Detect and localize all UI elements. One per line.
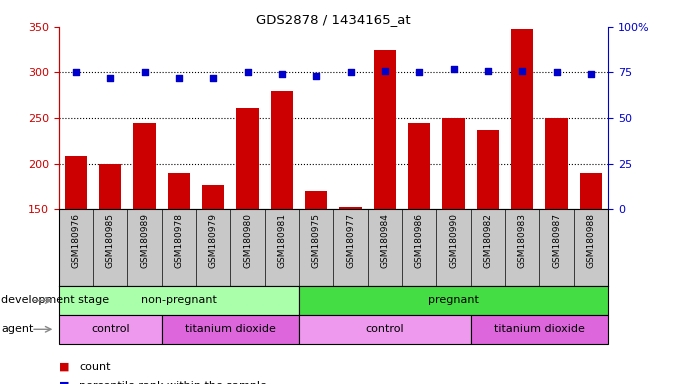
Bar [305,191,328,209]
Text: control: control [366,324,404,334]
Text: GSM180990: GSM180990 [449,213,458,268]
Bar [477,130,499,209]
Text: development stage: development stage [1,295,109,306]
Text: control: control [91,324,129,334]
Bar [162,315,299,344]
Point [208,75,219,81]
Bar [168,173,190,209]
Text: ■: ■ [59,381,69,384]
Text: GSM180981: GSM180981 [277,213,286,268]
Text: GSM180976: GSM180976 [71,213,80,268]
Point [379,68,390,74]
Bar [442,118,465,209]
Bar [271,91,293,209]
Point [414,70,425,76]
Text: count: count [79,362,111,372]
Bar [65,156,87,209]
Point [345,70,356,76]
Text: GSM180988: GSM180988 [587,213,596,268]
Title: GDS2878 / 1434165_at: GDS2878 / 1434165_at [256,13,410,26]
Text: titanium dioxide: titanium dioxide [494,324,585,334]
Text: titanium dioxide: titanium dioxide [185,324,276,334]
Point [482,68,493,74]
Text: GSM180982: GSM180982 [484,213,493,268]
Text: GSM180989: GSM180989 [140,213,149,268]
Bar [99,164,122,209]
Bar [511,29,533,209]
Point [448,66,459,72]
Text: percentile rank within the sample: percentile rank within the sample [79,381,267,384]
Point [585,71,596,78]
Text: GSM180983: GSM180983 [518,213,527,268]
Point [173,75,184,81]
Bar [299,315,471,344]
Text: GSM180987: GSM180987 [552,213,561,268]
Point [139,70,150,76]
Bar [202,185,225,209]
Text: GSM180984: GSM180984 [381,213,390,268]
Bar [133,122,155,209]
Point [311,73,322,79]
Bar [580,173,602,209]
Bar [59,286,299,315]
Text: GSM180979: GSM180979 [209,213,218,268]
Bar [471,315,608,344]
Text: GSM180986: GSM180986 [415,213,424,268]
Bar [59,315,162,344]
Point [105,75,116,81]
Bar [408,122,430,209]
Bar [299,286,608,315]
Point [276,71,287,78]
Text: GSM180985: GSM180985 [106,213,115,268]
Bar [545,118,568,209]
Bar [374,50,396,209]
Text: non-pregnant: non-pregnant [141,295,217,306]
Point [70,70,82,76]
Bar [236,108,258,209]
Point [242,70,253,76]
Text: GSM180980: GSM180980 [243,213,252,268]
Text: GSM180975: GSM180975 [312,213,321,268]
Text: ■: ■ [59,362,69,372]
Bar [339,207,361,209]
Text: GSM180977: GSM180977 [346,213,355,268]
Text: GSM180978: GSM180978 [174,213,183,268]
Point [517,68,528,74]
Text: pregnant: pregnant [428,295,479,306]
Text: agent: agent [1,324,34,334]
Point [551,70,562,76]
